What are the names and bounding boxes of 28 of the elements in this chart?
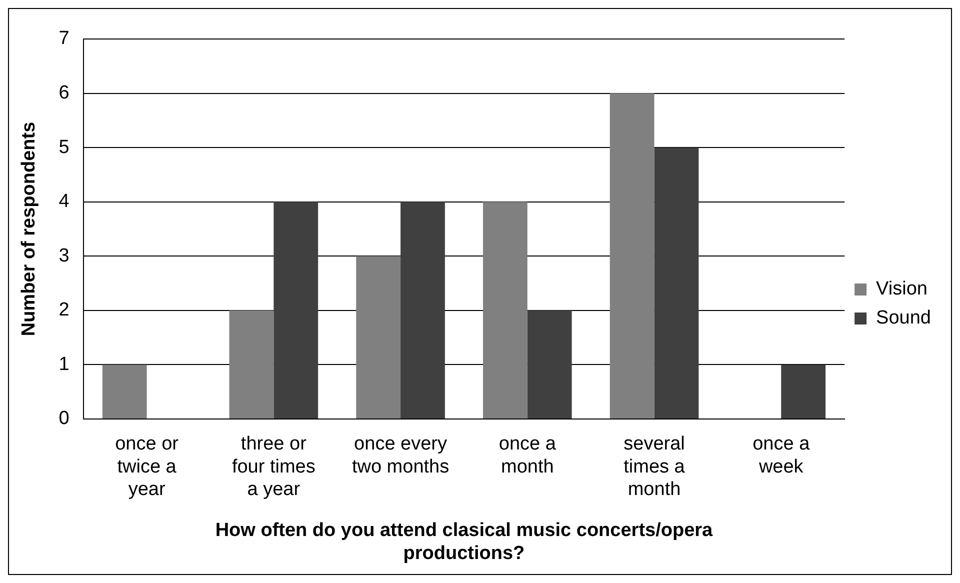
legend-label: Vision [876,278,928,300]
bar [482,202,528,418]
x-tick-label: once a month [498,434,556,478]
x-tick-label: once a week [752,434,810,478]
y-axis-title: Number of respondents [18,122,40,336]
x-axis-title: How often do you attend clasical music concerts/opera productions? [215,520,714,564]
y-tick-label: 7 [58,28,70,50]
x-tick-label: once or twice a year [115,434,180,500]
bar [102,364,147,418]
bar [654,148,699,418]
x-tick-label: three or four times a year [232,434,316,500]
y-tick-label: 3 [58,245,70,266]
bar [610,93,654,418]
bar [527,310,572,418]
y-tick-label: 6 [58,82,70,104]
bar [274,202,318,418]
y-tick-label: 2 [58,300,70,321]
bar [400,202,445,418]
x-tick-label: once every two months [352,434,450,478]
bar [229,310,274,418]
y-tick-label: 1 [58,354,70,375]
y-tick-label: 4 [58,191,70,212]
x-tick-label: several times a month [624,434,686,500]
bar [356,256,401,418]
y-tick-label: 5 [58,136,70,158]
bar [781,364,826,418]
legend-label: Sound [876,308,932,329]
y-tick-label: 0 [58,408,70,430]
